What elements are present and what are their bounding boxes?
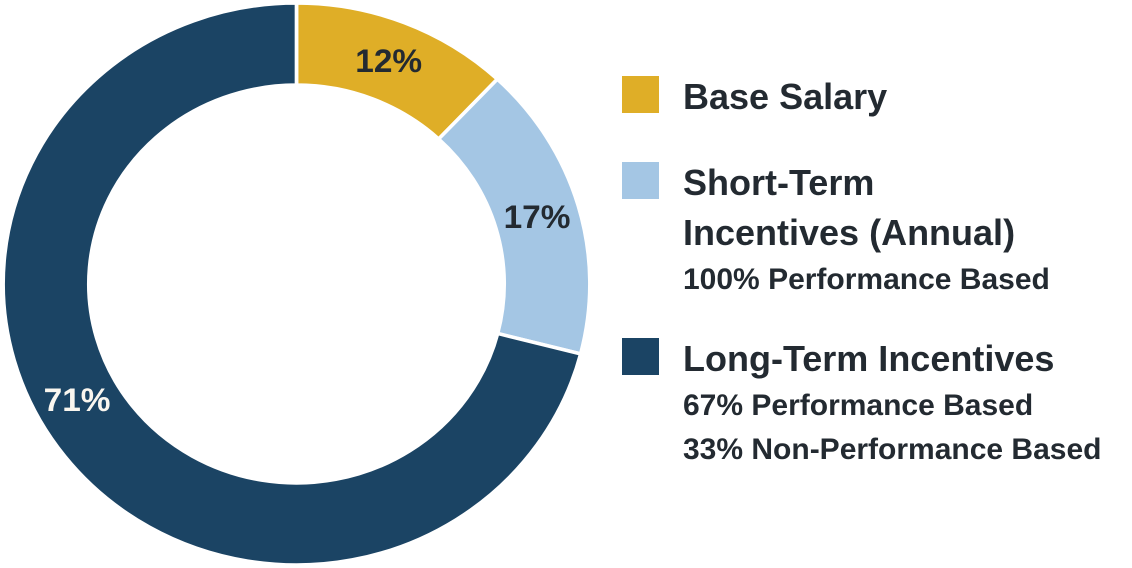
segment-data-label-0: 12% — [355, 43, 422, 79]
donut-segment-2 — [1, 1, 583, 567]
donut-chart-svg: 12% 17% 71% — [1, 1, 592, 567]
legend: Base Salary Short-Term Incentives (Annua… — [622, 72, 1132, 472]
donut-chart: 12% 17% 71% — [1, 1, 592, 567]
legend-title: Incentives (Annual) — [683, 212, 1016, 253]
legend-item-short-term-incentives: Short-Term Incentives (Annual) 100% Perf… — [622, 158, 1132, 302]
legend-title: Long-Term Incentives — [683, 338, 1055, 379]
legend-item-long-term-incentives: Long-Term Incentives 67% Performance Bas… — [622, 334, 1132, 472]
legend-swatch-long-term-incentives — [622, 338, 659, 375]
legend-title: Base Salary — [683, 76, 888, 117]
legend-title: Short-Term — [683, 162, 875, 203]
legend-subtitle: 33% Non-Performance Based — [683, 433, 1102, 466]
legend-text: Long-Term Incentives 67% Performance Bas… — [683, 334, 1132, 472]
legend-subtitle: 100% Performance Based — [683, 263, 1050, 296]
legend-swatch-base-salary — [622, 76, 659, 113]
legend-text: Base Salary — [683, 72, 1132, 122]
legend-subtitle: 67% Performance Based — [683, 389, 1034, 422]
legend-swatch-short-term-incentives — [622, 162, 659, 199]
legend-item-base-salary: Base Salary — [622, 72, 1132, 122]
segment-data-label-1: 17% — [504, 199, 571, 235]
segment-data-label-2: 71% — [44, 382, 111, 418]
legend-text: Short-Term Incentives (Annual) 100% Perf… — [683, 158, 1132, 302]
